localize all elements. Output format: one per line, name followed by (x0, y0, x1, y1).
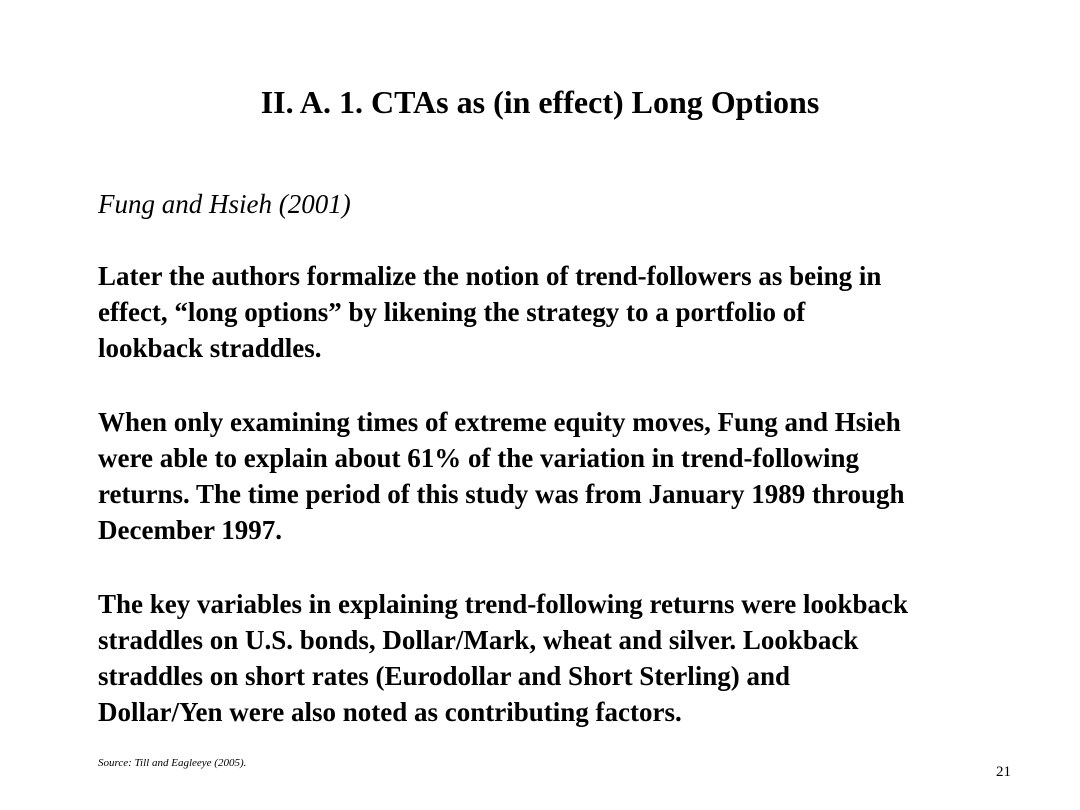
source-citation: Source: Till and Eagleeye (2005). (98, 757, 247, 769)
paragraph-key-variables: The key variables in explaining trend-fo… (98, 586, 1018, 730)
paragraph-line: Dollar/Yen were also noted as contributi… (98, 697, 682, 727)
paragraph-line: straddles on short rates (Eurodollar and… (98, 661, 791, 691)
paragraph-extreme-equity-moves: When only examining times of extreme equ… (98, 404, 1018, 548)
paragraph-line: Later the authors formalize the notion o… (98, 261, 882, 291)
paragraph-line: returns. The time period of this study w… (98, 479, 905, 509)
paragraph-line: straddles on U.S. bonds, Dollar/Mark, wh… (98, 625, 859, 655)
paragraph-line: December 1997. (98, 515, 282, 545)
paragraph-line: When only examining times of extreme equ… (98, 407, 901, 437)
paragraph-line: The key variables in explaining trend-fo… (98, 589, 909, 619)
paragraph-line: were able to explain about 61% of the va… (98, 443, 859, 473)
page-number: 21 (996, 764, 1011, 780)
paragraph-line: effect, “long options” by likening the s… (98, 297, 806, 327)
paragraph-line: lookback straddles. (98, 333, 322, 363)
paragraph-trend-followers: Later the authors formalize the notion o… (98, 258, 1018, 366)
slide-title: II. A. 1. CTAs as (in effect) Long Optio… (260, 84, 820, 120)
slide-subtitle: Fung and Hsieh (2001) (98, 189, 351, 219)
